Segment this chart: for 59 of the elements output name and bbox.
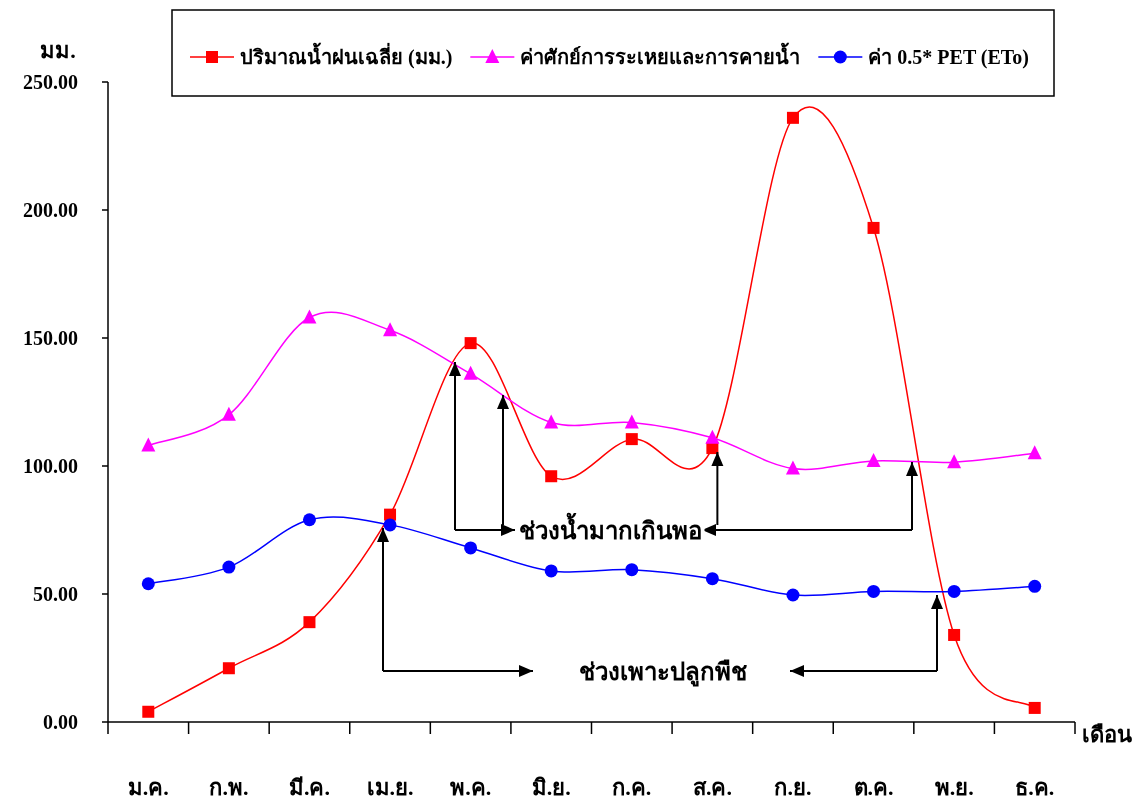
point [302, 309, 317, 324]
x-tick-label: ม.ค. [127, 775, 169, 800]
point [705, 572, 719, 586]
annotation: ช่วงเพาะปลูกพืช [579, 659, 747, 687]
legend-label: ค่า 0.5* PET (ETo) [868, 46, 1030, 69]
x-tick-label: ก.พ. [209, 775, 249, 800]
point [867, 221, 880, 234]
point [1027, 445, 1042, 460]
point [142, 705, 155, 718]
x-tick-label: ก.ย. [774, 775, 812, 800]
point [1028, 701, 1041, 714]
x-tick-label: มี.ค. [288, 775, 330, 800]
point [948, 628, 961, 641]
x-tick-label: พ.ย. [934, 775, 974, 800]
point [222, 560, 236, 574]
point [1028, 579, 1042, 593]
x-tick-label: เม.ย. [366, 775, 414, 800]
point [383, 322, 398, 337]
annotation: ช่วงน้ำมากเกินพอ [518, 512, 702, 544]
point [705, 429, 720, 444]
x-tick-label: ส.ค. [692, 775, 732, 800]
y-tick-label: 50.00 [33, 583, 78, 605]
y-axis-title: มม. [40, 38, 76, 63]
point [464, 541, 478, 555]
x-tick-label: มิ.ย. [531, 775, 571, 800]
point [867, 584, 881, 598]
legend-label: ปริมาณน้ำฝนเฉลี่ย (มม.) [240, 42, 453, 69]
point [947, 584, 961, 598]
y-tick-label: 150.00 [23, 327, 78, 349]
point [221, 406, 236, 421]
x-tick-label: ก.ค. [612, 775, 652, 800]
point [302, 513, 316, 527]
point [625, 563, 639, 577]
y-tick-label: 200.00 [23, 199, 78, 221]
x-tick-label: ต.ค. [853, 775, 894, 800]
point [464, 337, 477, 350]
point [625, 433, 638, 446]
point [545, 470, 558, 483]
point [624, 414, 639, 429]
point [786, 588, 800, 602]
y-tick-label: 0.00 [43, 711, 78, 733]
point [785, 460, 800, 475]
point [947, 454, 962, 469]
x-tick-label: พ.ค. [450, 775, 492, 800]
point [463, 365, 478, 380]
point [383, 518, 397, 532]
point [786, 111, 799, 124]
y-tick-label: 100.00 [23, 455, 78, 477]
point [544, 414, 559, 429]
point [303, 616, 316, 629]
y-tick-label: 250.00 [23, 71, 78, 93]
point [544, 564, 558, 578]
point [222, 662, 235, 675]
point [141, 577, 155, 591]
legend-label: ค่าศักย์การระเหยและการคายน้ำ [520, 42, 801, 68]
x-tick-label: ธ.ค. [1015, 775, 1055, 800]
point [141, 437, 156, 452]
x-axis-title: เดือน [1082, 722, 1132, 747]
point [866, 452, 881, 467]
